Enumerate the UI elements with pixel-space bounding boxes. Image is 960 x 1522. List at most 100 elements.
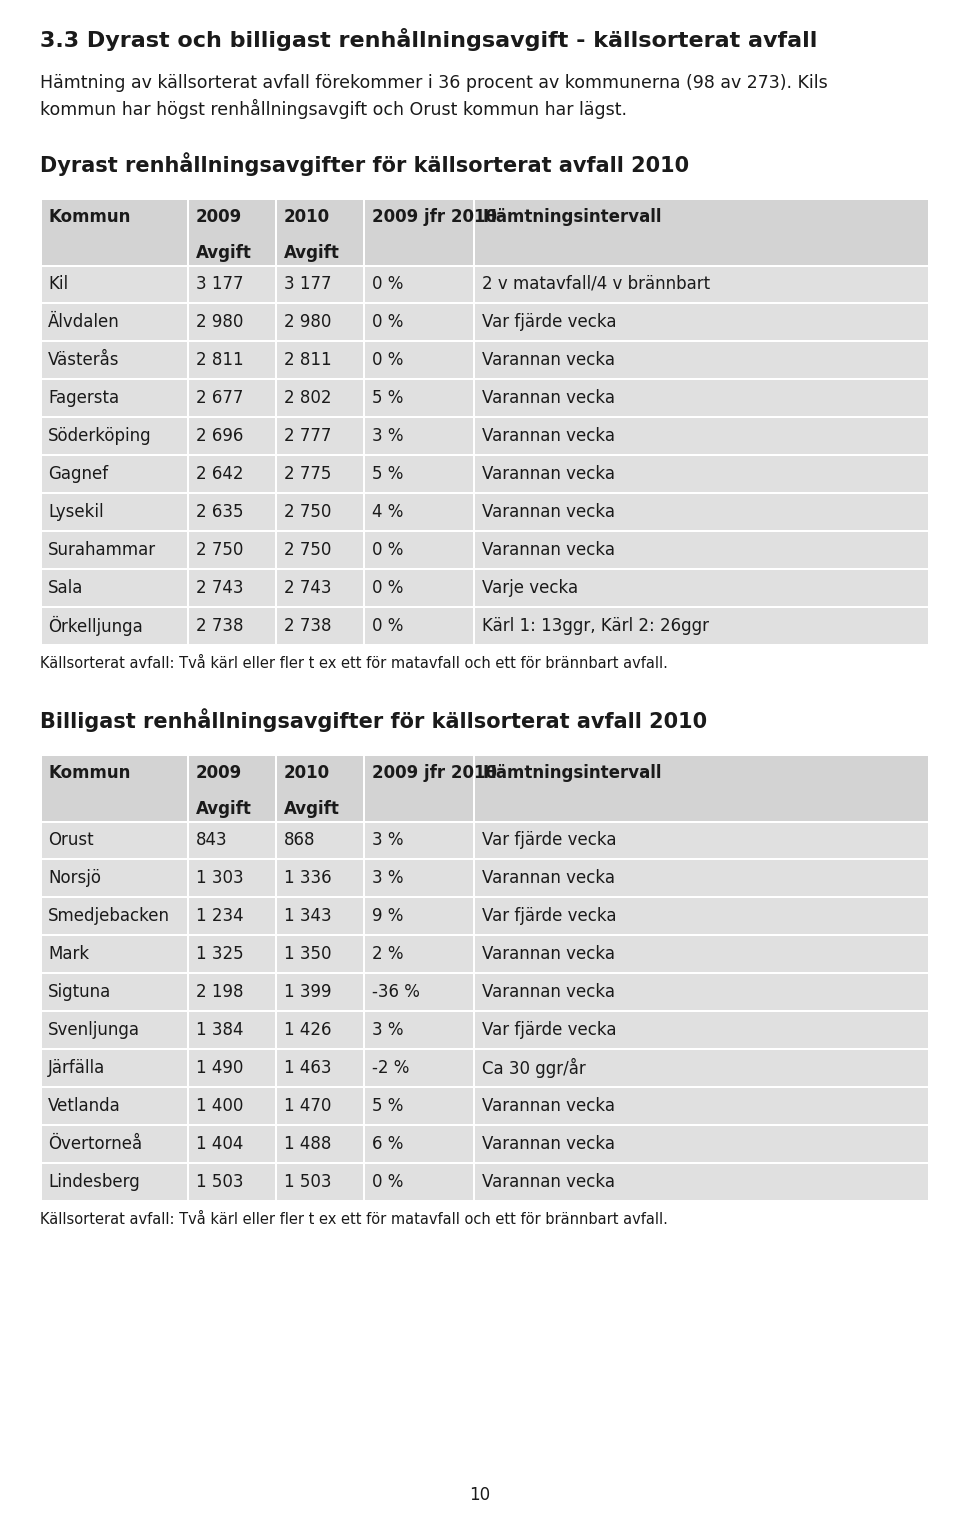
Text: -2 %: -2 % — [372, 1059, 409, 1078]
Bar — [363, 457, 365, 492]
Text: 1 303: 1 303 — [196, 869, 244, 887]
Text: Söderköping: Söderköping — [48, 428, 152, 444]
Text: Sala: Sala — [48, 578, 84, 597]
Bar — [40, 380, 188, 416]
Bar — [473, 495, 475, 530]
Text: 868: 868 — [284, 831, 316, 849]
Bar — [474, 266, 930, 301]
Bar — [276, 898, 364, 935]
Bar — [40, 1087, 930, 1088]
Bar — [187, 1088, 189, 1125]
Bar — [40, 377, 930, 380]
Text: Varannan vecka: Varannan vecka — [482, 983, 615, 1001]
Bar — [40, 974, 188, 1011]
Bar — [40, 495, 188, 530]
Bar — [363, 380, 365, 416]
Bar — [364, 936, 474, 973]
Text: Örkelljunga: Örkelljunga — [48, 616, 143, 636]
Bar — [474, 860, 930, 896]
Text: Hämtning av källsorterat avfall förekommer i 36 procent av kommunerna (98 av 273: Hämtning av källsorterat avfall förekomm… — [40, 75, 828, 91]
Bar — [187, 342, 189, 377]
Text: Varannan vecka: Varannan vecka — [482, 502, 615, 521]
Bar — [40, 419, 188, 454]
Text: 2 750: 2 750 — [284, 502, 331, 521]
Text: Västerås: Västerås — [48, 352, 119, 368]
Bar — [473, 860, 475, 896]
Bar — [40, 1088, 188, 1125]
Bar — [276, 1012, 364, 1049]
Text: Avgift: Avgift — [196, 801, 252, 817]
Text: 0 %: 0 % — [372, 352, 403, 368]
Text: 0 %: 0 % — [372, 275, 403, 294]
Bar — [275, 1126, 277, 1161]
Bar — [187, 1126, 189, 1161]
Bar — [188, 1050, 276, 1087]
Bar — [473, 198, 475, 266]
Bar — [275, 457, 277, 492]
Text: Norsjö: Norsjö — [48, 869, 101, 887]
Text: Mark: Mark — [48, 945, 89, 963]
Bar — [187, 1050, 189, 1087]
Text: Källsorterat avfall: Två kärl eller fler t ex ett för matavfall och ett för brän: Källsorterat avfall: Två kärl eller fler… — [40, 656, 668, 671]
Bar — [275, 974, 277, 1011]
Bar — [275, 936, 277, 973]
Bar — [40, 530, 930, 533]
Bar — [187, 1012, 189, 1049]
Bar — [40, 342, 188, 377]
Bar — [40, 820, 930, 823]
Bar — [187, 898, 189, 935]
Bar — [473, 1012, 475, 1049]
Bar — [473, 457, 475, 492]
Bar — [363, 936, 365, 973]
Text: 3.3 Dyrast och billigast renhållningsavgift - källsorterat avfall: 3.3 Dyrast och billigast renhållningsavg… — [40, 27, 817, 52]
Bar — [474, 571, 930, 606]
Bar — [275, 860, 277, 896]
Bar — [364, 495, 474, 530]
Bar — [187, 822, 189, 858]
Bar — [40, 644, 930, 645]
Bar — [188, 753, 276, 822]
Bar — [187, 495, 189, 530]
Bar — [474, 457, 930, 492]
Bar — [276, 304, 364, 339]
Text: 843: 843 — [196, 831, 228, 849]
Text: 2 802: 2 802 — [284, 390, 331, 406]
Text: 0 %: 0 % — [372, 578, 403, 597]
Bar — [187, 974, 189, 1011]
Bar — [276, 1088, 364, 1125]
Bar — [364, 1126, 474, 1161]
Text: 2 738: 2 738 — [284, 616, 331, 635]
Bar — [40, 1126, 188, 1161]
Bar — [276, 974, 364, 1011]
Text: 3 %: 3 % — [372, 831, 403, 849]
Bar — [187, 266, 189, 301]
Bar — [187, 380, 189, 416]
Bar — [187, 607, 189, 644]
Bar — [40, 753, 188, 822]
Bar — [474, 198, 930, 266]
Text: Fagersta: Fagersta — [48, 390, 119, 406]
Text: Älvdalen: Älvdalen — [48, 314, 120, 330]
Bar — [363, 753, 365, 822]
Bar — [40, 822, 188, 858]
Text: 2 743: 2 743 — [284, 578, 331, 597]
Text: 3 %: 3 % — [372, 1021, 403, 1040]
Bar — [363, 533, 365, 568]
Bar — [187, 533, 189, 568]
Bar — [364, 198, 474, 266]
Bar — [188, 974, 276, 1011]
Text: Varannan vecka: Varannan vecka — [482, 390, 615, 406]
Bar — [40, 198, 42, 645]
Bar — [40, 936, 188, 973]
Bar — [188, 936, 276, 973]
Bar — [187, 753, 189, 822]
Bar — [364, 898, 474, 935]
Text: Billigast renhållningsavgifter för källsorterat avfall 2010: Billigast renhållningsavgifter för källs… — [40, 708, 708, 732]
Bar — [40, 1049, 930, 1050]
Bar — [188, 1126, 276, 1161]
Bar — [363, 571, 365, 606]
Text: 2 v matavfall/4 v brännbart: 2 v matavfall/4 v brännbart — [482, 275, 710, 294]
Bar — [364, 822, 474, 858]
Text: 1 503: 1 503 — [196, 1173, 244, 1192]
Text: 2009 jfr 2010: 2009 jfr 2010 — [372, 764, 497, 782]
